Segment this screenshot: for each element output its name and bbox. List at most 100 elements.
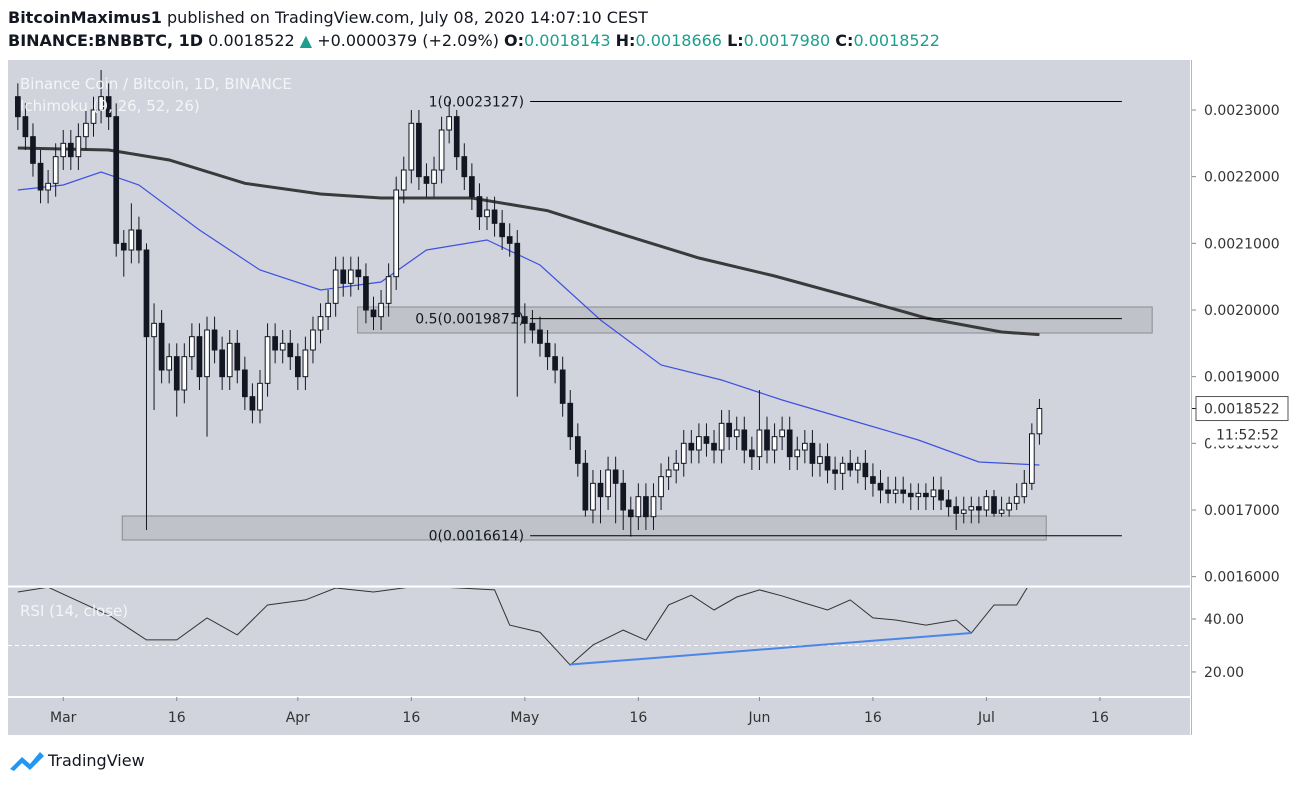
candle-body — [431, 169, 437, 184]
close-label: C: — [835, 31, 853, 50]
candle-body — [491, 209, 498, 224]
candle-body — [809, 442, 816, 464]
candle-body — [605, 469, 611, 498]
candle-body — [892, 489, 899, 494]
published: published on TradingView.com, July 08, 2… — [167, 8, 648, 27]
candle-body — [83, 122, 89, 138]
candle-body — [991, 496, 997, 514]
candle-body — [113, 116, 120, 244]
overlay-line — [17, 171, 1040, 466]
candle-body — [453, 116, 460, 158]
candle-body — [839, 462, 846, 474]
candle-body — [340, 269, 347, 284]
x-tick-label: Jun — [747, 710, 770, 726]
candle-body — [1013, 496, 1020, 504]
candle-body — [363, 276, 369, 311]
candle-body — [249, 396, 256, 411]
candle-body — [794, 449, 801, 458]
change: +0.0000379 (+2.09%) — [317, 31, 499, 50]
candle-body — [173, 356, 180, 391]
candle-body — [854, 462, 861, 471]
y-tick-label: 0.0017000 — [1204, 503, 1280, 519]
fib-label: 0(0.0016614) — [429, 529, 525, 545]
candle-body — [1036, 408, 1043, 435]
candle-body — [60, 142, 67, 158]
footer-logo — [10, 752, 44, 771]
zone — [357, 306, 1153, 334]
candle-body — [67, 142, 74, 158]
candle-body — [1021, 482, 1028, 498]
candle-body — [976, 506, 982, 511]
candle-body — [226, 342, 233, 378]
candle-body — [998, 509, 1005, 514]
candle-body — [438, 129, 445, 171]
candle-body — [355, 269, 362, 278]
candle-body — [37, 162, 44, 191]
overlay-line — [17, 146, 1040, 337]
y-tick-label: 0.0019000 — [1204, 370, 1280, 386]
candle-body — [764, 429, 770, 451]
candle-body — [756, 429, 763, 458]
candle-body — [847, 462, 854, 471]
candle-body — [643, 496, 649, 518]
indicator-label: Ichimoku (9, 26, 52, 26) — [20, 97, 200, 115]
candle-body — [378, 302, 384, 318]
candle-body — [726, 422, 733, 438]
candle-body — [907, 492, 914, 498]
x-tick-label: Jul — [977, 710, 995, 726]
candle-body — [1028, 433, 1035, 484]
header-line-1: BitcoinMaximus1 published on TradingView… — [8, 8, 648, 27]
x-tick-label: May — [510, 710, 539, 726]
candle-body — [544, 342, 551, 358]
candle-body — [52, 156, 59, 184]
candle-body — [279, 342, 286, 351]
symbol: BINANCE:BNBBTC, 1D — [8, 31, 203, 50]
low: 0.0017980 — [744, 31, 831, 50]
candle-body — [574, 436, 581, 464]
candle-body — [673, 462, 680, 471]
candle-body — [143, 249, 150, 338]
candle-body — [968, 506, 975, 511]
candle-body — [476, 196, 483, 218]
rsi-y-tick-label: 40.00 — [1204, 612, 1244, 628]
candle-body — [824, 456, 831, 471]
candle-body — [393, 189, 400, 278]
fib-label: 0.5(0.0019871) — [415, 312, 524, 328]
open-label: O: — [504, 31, 524, 50]
candle-body — [930, 489, 937, 498]
candle-body — [938, 489, 944, 501]
candle-body — [310, 329, 316, 351]
candle-body — [30, 136, 36, 164]
price-label-box — [1195, 396, 1289, 422]
x-tick-label: 16 — [168, 710, 186, 726]
candle-body — [347, 269, 354, 284]
candle-body — [733, 429, 740, 438]
candle-body — [832, 469, 838, 474]
candle-body — [219, 349, 225, 378]
candle-body — [590, 482, 596, 511]
candle-body — [953, 506, 960, 514]
candle-body — [514, 242, 521, 318]
candle-body — [786, 429, 793, 458]
x-tick-label: 16 — [629, 710, 647, 726]
y-tick-label: 0.0020000 — [1204, 303, 1280, 319]
candle-body — [529, 322, 536, 331]
price-label: 0.0018522 — [1204, 402, 1280, 418]
candle-body — [559, 369, 566, 404]
candle-body — [635, 496, 642, 518]
candle-body — [400, 169, 407, 191]
zone — [121, 515, 1047, 541]
candle-body — [688, 442, 695, 451]
candle-body — [597, 482, 604, 498]
candle-body — [983, 496, 990, 511]
change-arrow: ▲ — [300, 31, 313, 50]
candle-body — [862, 462, 869, 478]
candle-body — [696, 436, 702, 451]
candle-body — [151, 322, 157, 338]
rsi-pane — [8, 588, 1190, 666]
candle-body — [567, 402, 574, 438]
candle-body — [204, 329, 210, 378]
candle-body — [257, 382, 263, 411]
candle-body — [408, 122, 415, 171]
